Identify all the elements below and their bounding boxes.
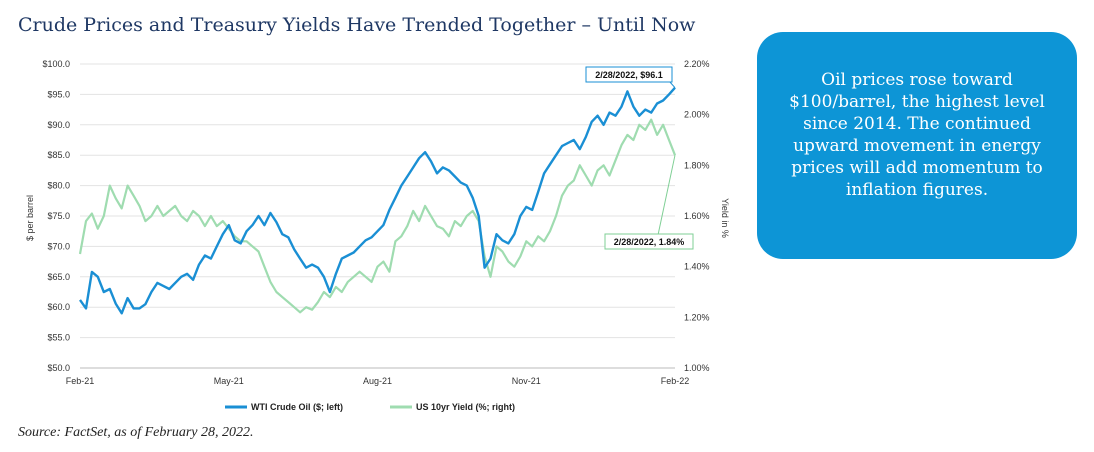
- right-tick-label: 1.60%: [684, 211, 710, 221]
- right-tick-label: 1.20%: [684, 312, 710, 322]
- chart-title: Crude Prices and Treasury Yields Have Tr…: [18, 14, 696, 36]
- left-tick-label: $60.0: [47, 302, 70, 312]
- callout-text: Oil prices rose toward $100/barrel, the …: [789, 69, 1045, 200]
- annotation-box-yield: [604, 233, 694, 250]
- gridlines: [80, 63, 675, 369]
- right-tick-label: 2.20%: [684, 59, 710, 69]
- right-tick-label: 1.00%: [684, 363, 710, 373]
- right-axis-title: Yield in %: [720, 198, 730, 238]
- x-tick-label: Aug-21: [363, 376, 392, 386]
- left-tick-label: $75.0: [47, 211, 70, 221]
- left-tick-label: $85.0: [47, 150, 70, 160]
- left-tick-label: $90.0: [47, 120, 70, 130]
- wti-crude-line: [79, 86, 676, 315]
- left-tick-label: $95.0: [47, 89, 70, 99]
- legend-label-wti: WTI Crude Oil ($; left): [251, 402, 343, 412]
- right-tick-label: 1.80%: [684, 160, 710, 170]
- left-tick-label: $65.0: [47, 272, 70, 282]
- annotation-leader-yield: [657, 155, 676, 236]
- left-tick-label: $50.0: [47, 363, 70, 373]
- series-lines: [78, 86, 677, 315]
- x-tick-label: May-21: [214, 376, 244, 386]
- callout-box: Oil prices rose toward $100/barrel, the …: [757, 32, 1077, 259]
- annotations: 2/28/2022, $96.1 2/28/2022, 1.84%: [585, 66, 694, 250]
- left-axis: $50.0 $55.0 $60.0 $65.0 $70.0 $75.0 $80.0 $85.0…: [42, 59, 70, 373]
- annotation-box-wti: [585, 66, 673, 83]
- left-tick-label: $80.0: [47, 181, 70, 191]
- right-tick-label: 1.40%: [684, 262, 710, 272]
- right-axis: 1.00% 1.20% 1.40% 1.60% 1.80% 2.00% 2.20%: [684, 59, 710, 373]
- left-tick-label: $55.0: [47, 333, 70, 343]
- left-axis-title: $ per barrel: [25, 195, 35, 241]
- source-note: Source: FactSet, as of February 28, 2022…: [18, 425, 254, 440]
- dual-axis-line-chart: $50.0 $55.0 $60.0 $65.0 $70.0 $75.0 $80.0 $85.0…: [25, 59, 730, 412]
- x-tick-label: Feb-22: [661, 376, 690, 386]
- right-tick-label: 2.00%: [684, 110, 710, 120]
- left-tick-label: $100.0: [42, 59, 70, 69]
- left-tick-label: $70.0: [47, 241, 70, 251]
- x-tick-label: Nov-21: [512, 376, 541, 386]
- annotation-label-wti: 2/28/2022, $96.1: [595, 70, 663, 80]
- us10yr-yield-line: [78, 118, 677, 314]
- legend: WTI Crude Oil ($; left) US 10yr Yield (%…: [225, 402, 515, 412]
- annotation-label-yield: 2/28/2022, 1.84%: [614, 237, 685, 247]
- legend-label-yield: US 10yr Yield (%; right): [416, 402, 515, 412]
- x-tick-label: Feb-21: [66, 376, 95, 386]
- x-axis: Feb-21 May-21 Aug-21 Nov-21 Feb-22: [66, 367, 690, 386]
